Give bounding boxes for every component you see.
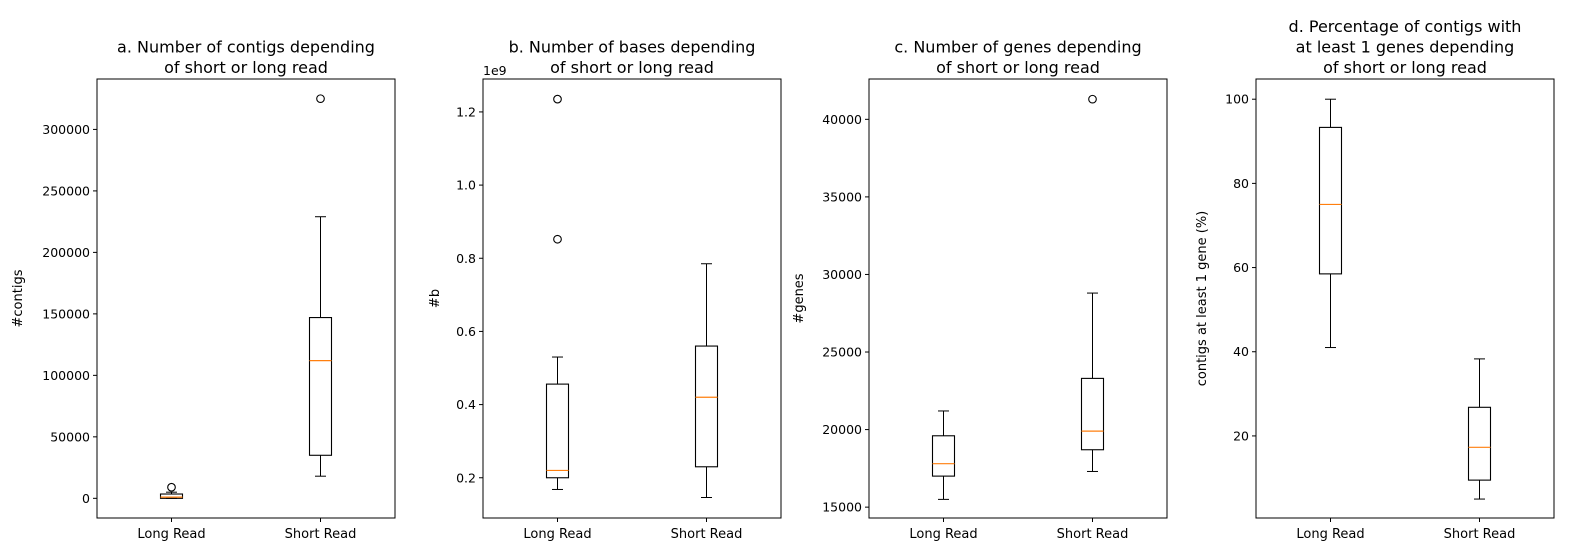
outlier-point xyxy=(167,482,176,492)
y-tick-label: 15000 xyxy=(822,500,862,515)
y-tick-label: 35000 xyxy=(822,189,862,204)
x-tick-label: Short Read xyxy=(285,527,357,542)
chart-title: of short or long read xyxy=(936,58,1100,77)
y-tick-label: 60 xyxy=(1233,260,1249,275)
box-long-read xyxy=(1318,98,1343,349)
x-tick-label: Long Read xyxy=(1296,527,1364,542)
iqr-box xyxy=(694,345,719,468)
y-tick-label: 50000 xyxy=(50,429,90,444)
y-tick-label: 25000 xyxy=(822,345,862,360)
plot-frame xyxy=(482,78,782,519)
y-axis-label: contigs at least 1 gene (%) xyxy=(1195,211,1210,387)
x-tick-label: Long Read xyxy=(909,527,977,542)
y-tick-label: 40000 xyxy=(822,112,862,127)
y-tick-label: 100 xyxy=(1225,92,1249,107)
outlier-point xyxy=(316,94,325,104)
chart-title: b. Number of bases depending xyxy=(509,38,756,57)
y-tick-label: 250000 xyxy=(42,183,90,198)
iqr-box xyxy=(308,317,333,456)
y-tick-label: 1.0 xyxy=(456,178,476,193)
iqr-box xyxy=(1318,126,1343,275)
x-tick-label: Short Read xyxy=(1057,527,1129,542)
y-tick-label: 150000 xyxy=(42,306,90,321)
chart-title: a. Number of contigs depending xyxy=(117,38,375,57)
y-offset-label: 1e9 xyxy=(483,63,507,78)
chart-title: of short or long read xyxy=(550,58,714,77)
y-tick-label: 80 xyxy=(1233,176,1249,191)
iqr-box xyxy=(545,383,570,479)
box-long-read xyxy=(931,410,956,500)
y-tick-label: 0.2 xyxy=(456,470,476,485)
x-tick-label: Short Read xyxy=(1444,527,1516,542)
iqr-box xyxy=(159,493,184,499)
y-axis-label: #b xyxy=(428,289,443,308)
box-short-read xyxy=(1080,94,1105,472)
box-long-read xyxy=(159,482,184,499)
outlier-point xyxy=(553,94,562,104)
chart-title: d. Percentage of contigs with xyxy=(1289,17,1522,36)
iqr-box xyxy=(1080,377,1105,451)
y-tick-label: 300000 xyxy=(42,122,90,137)
y-tick-label: 0.8 xyxy=(456,251,476,266)
y-tick-label: 0.6 xyxy=(456,324,476,339)
chart-title: at least 1 genes depending xyxy=(1296,38,1515,57)
y-tick-label: 20000 xyxy=(822,422,862,437)
y-tick-label: 40 xyxy=(1233,344,1249,359)
plot-frame xyxy=(96,78,396,519)
y-tick-label: 0 xyxy=(82,491,90,506)
y-axis-label: #contigs xyxy=(11,269,26,327)
y-tick-label: 1.2 xyxy=(456,104,476,119)
outlier-point xyxy=(1088,94,1097,104)
y-tick-label: 0.4 xyxy=(456,397,476,412)
panel-d: d. Percentage of contigs with at least 1 … xyxy=(1195,17,1555,542)
y-tick-label: 30000 xyxy=(822,267,862,282)
x-tick-label: Short Read xyxy=(671,527,743,542)
x-tick-label: Long Read xyxy=(137,527,205,542)
outlier-point xyxy=(553,234,562,244)
box-long-read xyxy=(545,94,570,490)
plot-frame xyxy=(1255,78,1555,519)
y-axis-label: #genes xyxy=(792,273,807,323)
chart-title: of short or long read xyxy=(164,58,328,77)
box-short-read xyxy=(308,94,333,477)
y-tick-label: 100000 xyxy=(42,368,90,383)
chart-title: of short or long read xyxy=(1323,58,1487,77)
x-tick-label: Long Read xyxy=(523,527,591,542)
chart-title: c. Number of genes depending xyxy=(894,38,1141,57)
iqr-box xyxy=(931,435,956,477)
box-short-read xyxy=(1467,358,1492,500)
y-tick-label: 20 xyxy=(1233,428,1249,443)
y-tick-label: 200000 xyxy=(42,245,90,260)
plot-frame xyxy=(868,78,1168,519)
iqr-box xyxy=(1467,406,1492,481)
box-short-read xyxy=(694,263,719,499)
